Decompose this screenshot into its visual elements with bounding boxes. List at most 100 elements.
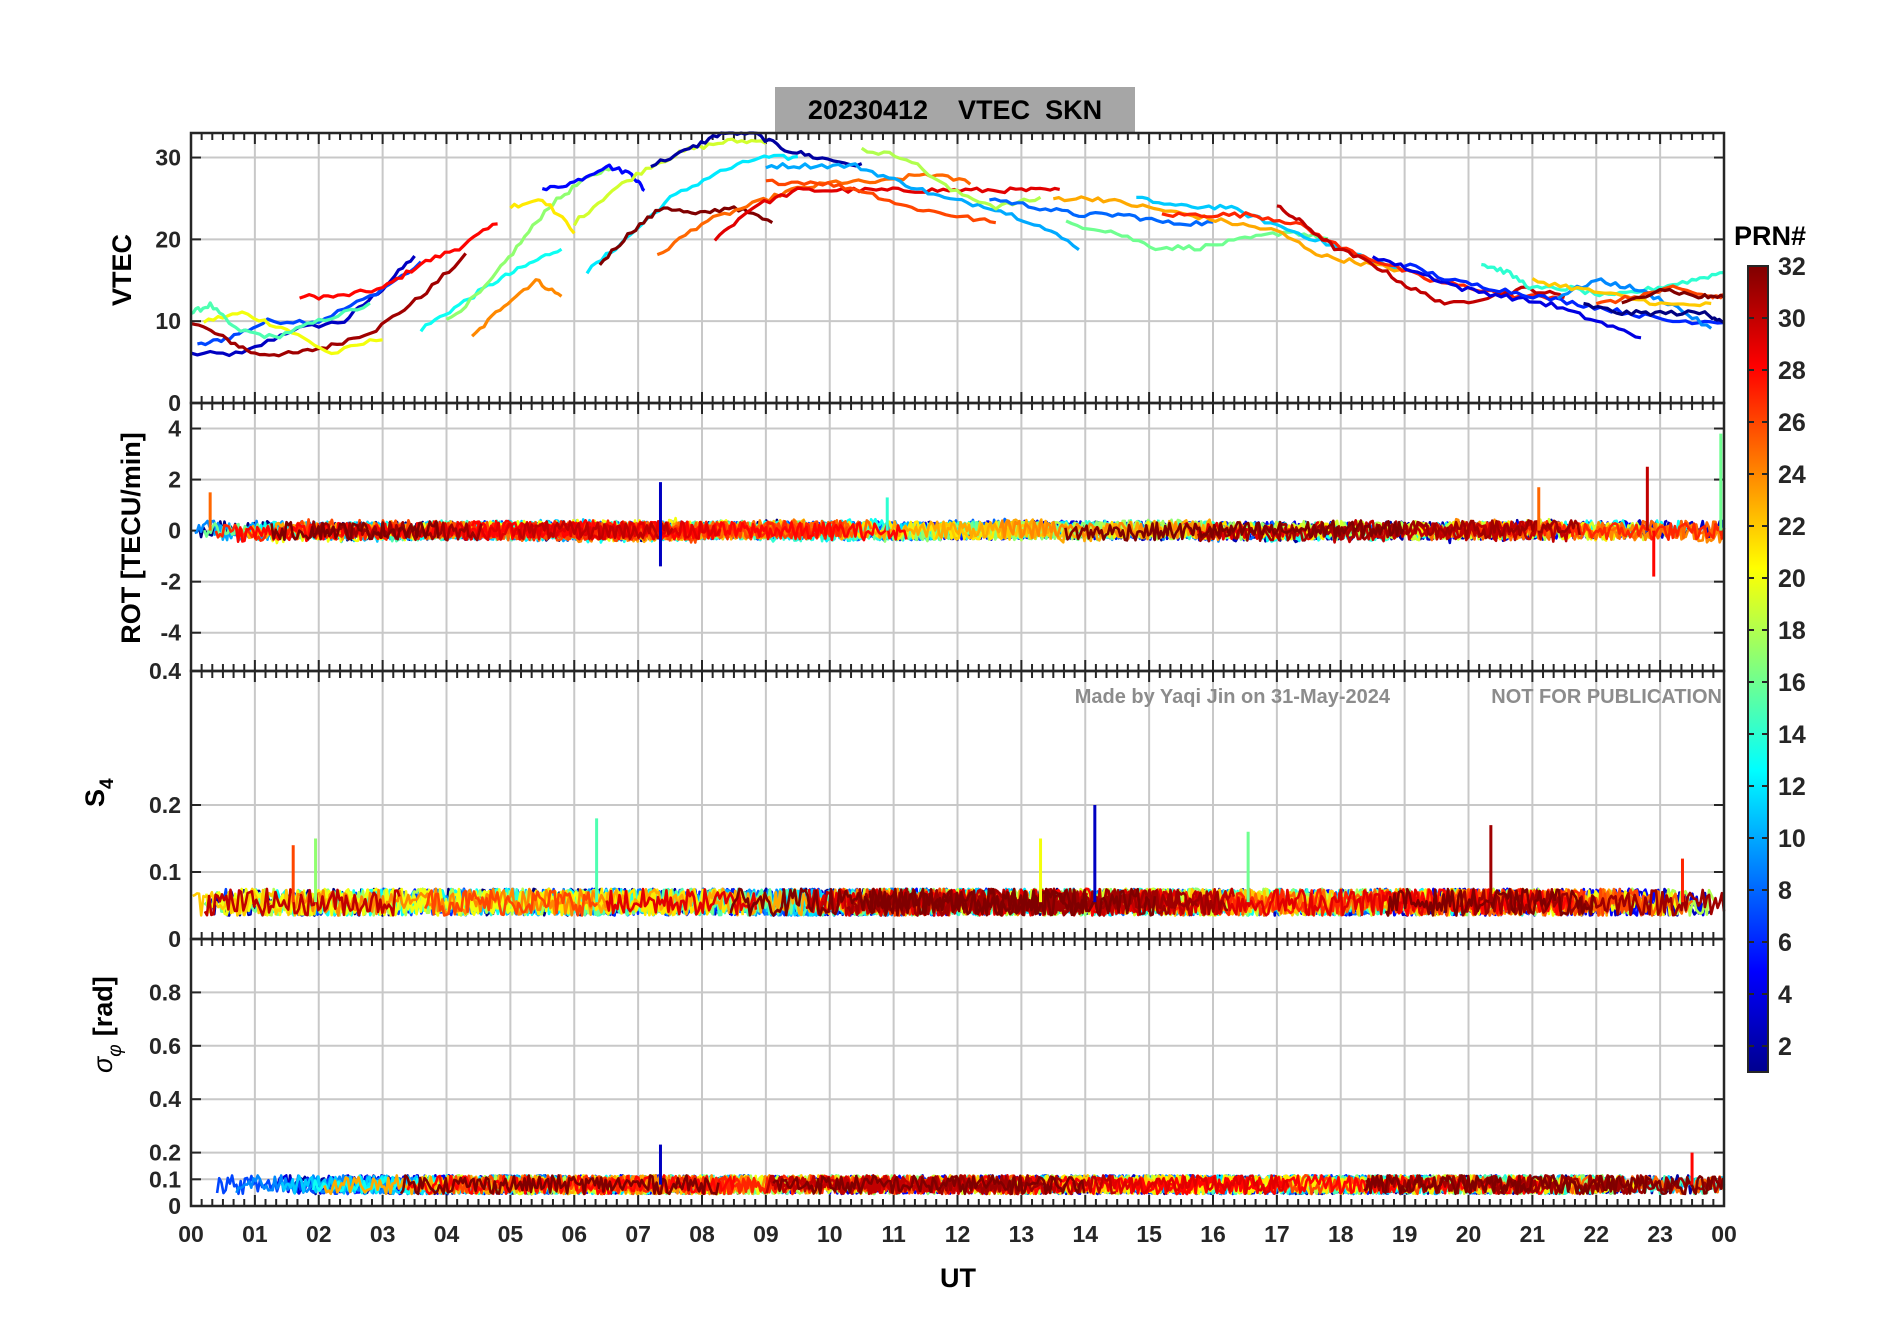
s4-ylabel: S4 [80, 778, 118, 807]
sigma-phi-grid [191, 939, 1724, 1206]
x-tick-label: 00 [178, 1221, 204, 1247]
y-tick-label: 0.1 [149, 859, 181, 885]
x-tick-label: 18 [1328, 1221, 1354, 1247]
x-tick-label: 19 [1392, 1221, 1418, 1247]
sigma-phi-lines [215, 1144, 1726, 1196]
y-tick-label: 0.8 [149, 979, 181, 1005]
vtec-line-prn-21 [509, 198, 576, 235]
x-tick-label: 21 [1520, 1221, 1546, 1247]
colorbar [1747, 265, 1769, 1073]
x-tick-label: 22 [1583, 1221, 1609, 1247]
x-tick-label: 12 [945, 1221, 971, 1247]
vtec-y-tick-labels: 0 10 20 30 [155, 145, 181, 416]
s4-ylabel-main: S [80, 789, 110, 807]
rot-trace-prn-32 [270, 520, 440, 541]
vtec-line-prn-29 [713, 186, 1061, 242]
vtec-line-prn-31 [190, 252, 467, 358]
colorbar-tick-label: 30 [1778, 305, 1806, 333]
x-tick-label: 13 [1009, 1221, 1035, 1247]
vtec-line-prn-6 [1404, 262, 1725, 326]
sigma-phi-ylabel-main: σ [88, 1055, 118, 1073]
sigma_phi-trace-prn-32 [772, 1174, 1086, 1196]
y-tick-label: 10 [155, 308, 181, 334]
sigma-phi-ticks [191, 939, 1724, 1207]
rot-trace-prn-30 [517, 520, 674, 541]
colorbar-tick-label: 20 [1778, 565, 1806, 593]
sigma-phi-ylabel-unit: [rad] [88, 976, 118, 1036]
rot-trace-prn-32 [1064, 519, 1405, 542]
y-tick-label: 0.4 [149, 1086, 181, 1112]
y-tick-label: -2 [161, 569, 181, 595]
colorbar-tick-label: 6 [1778, 929, 1792, 957]
y-tick-label: 0.4 [149, 658, 181, 684]
vtec-line-prn-22 [1531, 277, 1712, 308]
vtec-line-prn-5 [541, 163, 646, 192]
s4-lines [192, 805, 1726, 917]
vtec-line-prn-8 [989, 197, 1214, 227]
x-tick-label: 16 [1200, 1221, 1226, 1247]
x-tick-label: 05 [498, 1221, 524, 1247]
x-tick-label: 17 [1264, 1221, 1290, 1247]
x-tick-label: 00 [1711, 1221, 1737, 1247]
colorbar-tick-label: 28 [1778, 357, 1806, 385]
sigma-phi-panel: 00.10.2 0.4 0.6 0.8 [149, 937, 1726, 1219]
vtec-line-prn-7 [197, 260, 423, 347]
colorbar-tick-label: 24 [1778, 461, 1806, 489]
sigma-phi-frame [189, 937, 1726, 1208]
y-tick-label: 0.2 [149, 792, 181, 818]
s4-trace-prn-21 [531, 887, 713, 917]
vtec-line-prn-16 [1065, 219, 1329, 252]
colorbar-tick-label: 14 [1778, 721, 1806, 749]
y-tick-label: 0 [168, 1193, 181, 1219]
y-tick-label: 0 [168, 390, 181, 416]
sigma-phi-y-tick-labels: 00.10.2 0.4 0.6 0.8 [149, 979, 181, 1219]
x-tick-label: 10 [817, 1221, 843, 1247]
not-for-publication-text: NOT FOR PUBLICATION [1491, 686, 1722, 708]
x-tick-label: 08 [689, 1221, 715, 1247]
x-tick-label: 04 [434, 1221, 460, 1247]
s4-trace-prn-29 [605, 887, 758, 916]
x-tick-label: 23 [1647, 1221, 1673, 1247]
vtec-line-prn-15 [190, 301, 371, 340]
colorbar-tick-label: 32 [1778, 253, 1806, 281]
s4-y-tick-labels: 0 0.1 0.2 0.4 [149, 658, 181, 952]
x-tick-label: 06 [561, 1221, 587, 1247]
s4-trace-prn-32 [729, 887, 1088, 917]
y-tick-label: 0 [168, 926, 181, 952]
x-tick-label: 03 [370, 1221, 396, 1247]
s4-trace-prn-30 [203, 887, 401, 917]
colorbar-tick-label: 26 [1778, 409, 1806, 437]
colorbar-tick-label: 2 [1778, 1033, 1792, 1061]
x-axis-label: UT [940, 1263, 976, 1293]
colorbar-label: PRN# [1734, 221, 1806, 251]
colorbar-tick-label: 10 [1778, 825, 1806, 853]
x-tick-label: 09 [753, 1221, 779, 1247]
colorbar-tick-label: 12 [1778, 773, 1806, 801]
sigma_phi-trace-prn-29 [1096, 1174, 1290, 1195]
vtec-lines [190, 131, 1726, 358]
x-tick-label: 01 [242, 1221, 268, 1247]
s4-trace-prn-32 [868, 887, 1157, 917]
x-tick-label: 20 [1456, 1221, 1482, 1247]
vtec-line-prn-23 [1052, 195, 1412, 274]
sigma_phi-trace-prn-32 [399, 1174, 720, 1196]
colorbar-tick-label: 8 [1778, 877, 1792, 905]
x-tick-label: 14 [1072, 1221, 1098, 1247]
rot-trace-prn-29 [442, 520, 722, 542]
sigma_phi-axes-box [189, 937, 1726, 1208]
watermark-text: Made by Yaqi Jin on 31-May-2024 [1075, 686, 1391, 708]
x-tick-label: 07 [625, 1221, 651, 1247]
vtec-line-prn-24 [470, 278, 563, 338]
x-tick-labels: 00 01 02 03 04 05 06 07 08 09 10 11 12 13 14 15 16 17 18 19… [178, 1221, 1737, 1247]
x-tick-label: 02 [306, 1221, 332, 1247]
vtec-line-prn-28 [299, 222, 498, 301]
x-tick-label: 15 [1136, 1221, 1162, 1247]
vtec-line-prn-26 [765, 178, 997, 225]
y-tick-label: 20 [155, 226, 181, 252]
rot-lines [194, 433, 1726, 577]
colorbar-tick-label: 16 [1778, 669, 1806, 697]
y-tick-label: 0.1 [149, 1166, 181, 1192]
vtec-line-prn-4 [1371, 255, 1642, 340]
colorbar-tick-label: 18 [1778, 617, 1806, 645]
